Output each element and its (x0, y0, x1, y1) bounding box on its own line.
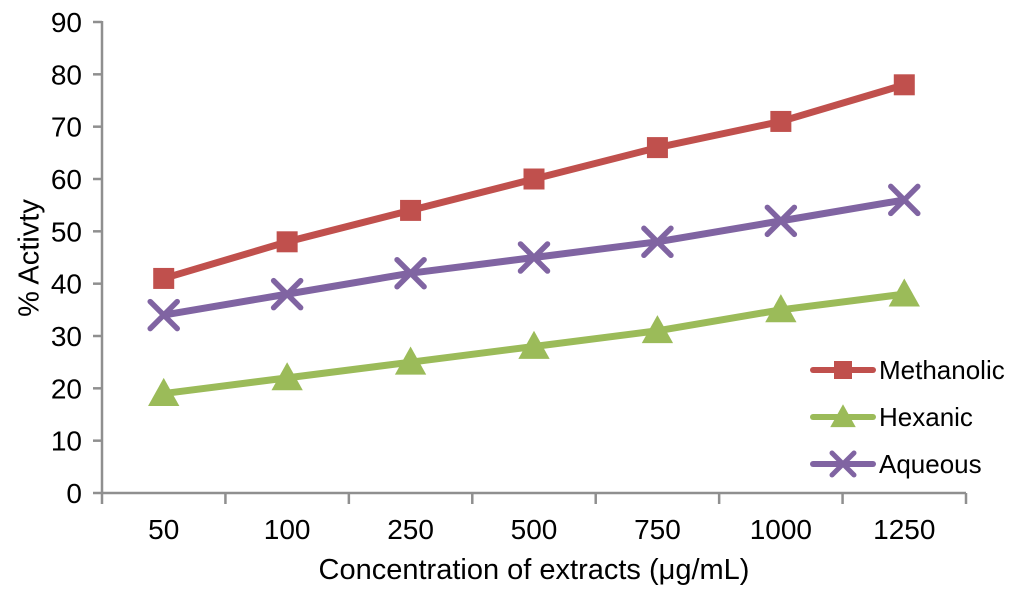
data-point-aqueous-100 (270, 277, 304, 311)
y-axis-title: % Activty (13, 199, 46, 317)
x-tick-label: 100 (264, 514, 311, 545)
data-point-aqueous-50 (147, 298, 180, 332)
legend: Methanolic Hexanic Aqueous (810, 351, 1005, 483)
legend-label: Hexanic (879, 401, 973, 432)
data-point-hexanic-1000 (765, 294, 797, 323)
x-tick-label: 1250 (873, 514, 935, 545)
series-aqueous (147, 183, 921, 332)
legend-label: Aqueous (879, 448, 982, 479)
x-axis-title: Concentration of extracts (μg/mL) (318, 554, 750, 586)
data-point-methanolic-100 (276, 231, 298, 253)
x-tick-label: 50 (148, 514, 179, 545)
data-point-hexanic-750 (641, 315, 674, 344)
data-point-methanolic-500 (523, 168, 545, 190)
legend-triangle-marker-icon (810, 404, 876, 428)
data-point-aqueous-750 (641, 225, 674, 259)
data-point-hexanic-50 (148, 377, 180, 406)
y-tick-label: 30 (51, 321, 82, 352)
x-tick-label: 1000 (750, 514, 812, 545)
y-tick-label: 40 (51, 269, 82, 300)
series-methanolic (153, 74, 915, 289)
legend-square-marker-icon (810, 361, 876, 379)
y-tick-label: 10 (51, 426, 82, 457)
data-point-hexanic-250 (394, 346, 427, 375)
data-point-methanolic-1000 (770, 110, 792, 132)
x-tick-label: 750 (634, 514, 681, 545)
y-tick-label: 70 (51, 112, 82, 143)
legend-entry-aqueous: Aqueous (810, 445, 1005, 483)
y-tick-label: 60 (51, 164, 82, 195)
legend-label: Methanolic (879, 354, 1005, 385)
series-hexanic (148, 278, 920, 406)
y-tick-label: 20 (51, 373, 82, 404)
x-tick-label: 250 (387, 514, 434, 545)
x-tick-label: 500 (511, 514, 558, 545)
y-tick-label: 90 (51, 7, 82, 38)
legend-x-marker-icon (810, 450, 876, 478)
data-point-hexanic-1250 (888, 278, 920, 307)
data-point-methanolic-250 (400, 199, 422, 221)
data-point-aqueous-250 (394, 256, 427, 290)
y-tick-label: 80 (51, 59, 82, 90)
data-point-methanolic-750 (646, 137, 668, 159)
data-point-aqueous-500 (517, 241, 551, 274)
data-point-methanolic-1250 (893, 74, 915, 96)
legend-entry-hexanic: Hexanic (810, 398, 1005, 436)
legend-entry-methanolic: Methanolic (810, 351, 1005, 389)
y-tick-label: 0 (66, 478, 82, 509)
y-tick-label: 50 (51, 216, 82, 247)
data-point-aqueous-1250 (888, 183, 921, 217)
data-point-hexanic-500 (518, 330, 550, 359)
data-point-aqueous-1000 (764, 204, 798, 238)
data-point-methanolic-50 (153, 267, 175, 289)
data-point-hexanic-100 (271, 362, 303, 391)
